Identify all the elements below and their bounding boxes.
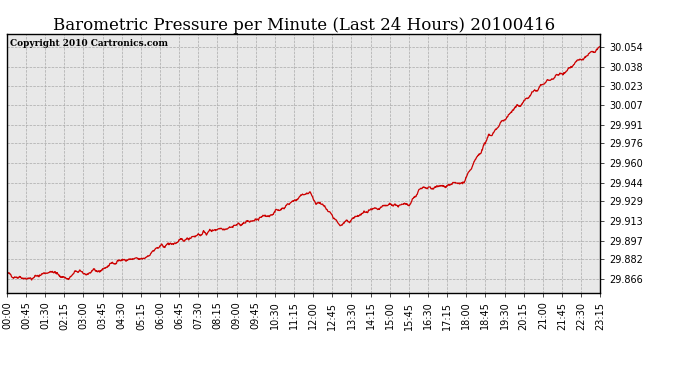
- Text: Copyright 2010 Cartronics.com: Copyright 2010 Cartronics.com: [10, 39, 168, 48]
- Title: Barometric Pressure per Minute (Last 24 Hours) 20100416: Barometric Pressure per Minute (Last 24 …: [52, 16, 555, 34]
